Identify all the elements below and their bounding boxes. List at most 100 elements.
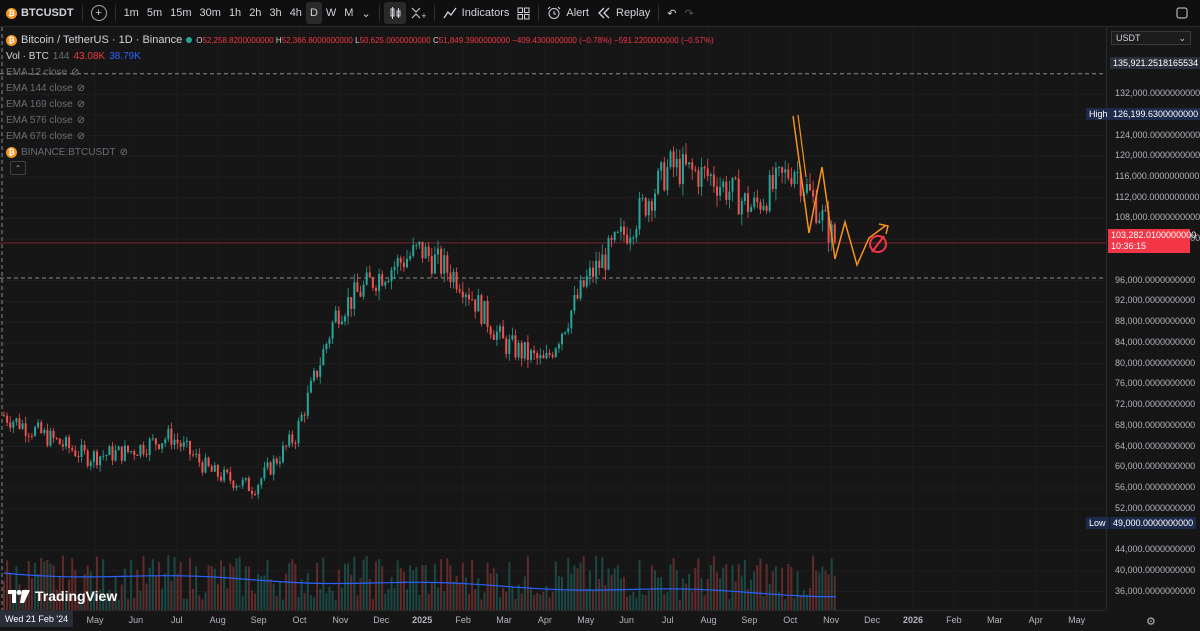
candle-body	[241, 479, 244, 486]
candle-body	[641, 197, 644, 199]
interval-dropdown[interactable]: ⌄	[357, 2, 374, 24]
legend-ema-row[interactable]: EMA 12 close ⊘	[6, 64, 714, 80]
chevron-up-icon[interactable]: ⌃	[10, 161, 26, 175]
watermark-text: TradingView	[35, 588, 118, 604]
candle-body	[573, 294, 576, 311]
time-axis[interactable]: May Jun Jul Aug Sep Oct Nov Dec 2025 Feb Mar Apr May…	[0, 610, 1106, 631]
volume-bar	[492, 568, 495, 610]
interval-2h[interactable]: 2h	[249, 7, 262, 19]
volume-bar	[731, 565, 734, 610]
candle-body	[362, 284, 365, 297]
legend-ema-row[interactable]: EMA 169 close ⊘	[6, 96, 714, 112]
eye-slash-icon[interactable]: ⊘	[76, 114, 86, 126]
candle-body	[58, 438, 61, 445]
volume-bar	[833, 575, 836, 610]
toolbar-divider	[81, 5, 83, 21]
volume-bar	[458, 583, 461, 610]
interval-1m[interactable]: 1m	[123, 7, 139, 19]
volume-bar	[743, 560, 746, 610]
price-chart[interactable]	[0, 27, 1106, 610]
candle-body	[486, 301, 489, 328]
compare-button[interactable]: +	[406, 2, 430, 24]
legend-compare-row[interactable]: ₿ BINANCE:BTCUSDT ⊘	[6, 144, 714, 160]
close-value: 51,849.3900000000	[438, 35, 510, 45]
legend-title[interactable]: Bitcoin / TetherUS · 1D · Binance	[21, 34, 183, 46]
candle-body	[266, 462, 269, 468]
candle-body	[46, 429, 49, 446]
candle-body	[30, 435, 33, 437]
legend-ema-row[interactable]: EMA 676 close ⊘	[6, 128, 714, 144]
time-tick-label: Sep	[250, 615, 267, 625]
undo-button[interactable]: ↶	[663, 2, 680, 24]
volume-ma-value: 38.79K	[109, 50, 141, 62]
volume-bar	[778, 592, 780, 610]
candle-body	[437, 248, 439, 255]
volume-bar	[474, 589, 477, 610]
interval-d[interactable]: D	[305, 2, 322, 24]
candle-body	[756, 197, 759, 203]
interval-m[interactable]: M	[344, 7, 354, 19]
interval-4h[interactable]: 4h	[289, 7, 302, 19]
high-label: H	[275, 35, 282, 45]
bitcoin-icon: ₿	[6, 34, 17, 46]
crosshair-price-label: 135,921.2518165534	[1110, 57, 1200, 69]
alert-button[interactable]: Alert	[543, 2, 593, 24]
interval-3h[interactable]: 3h	[269, 7, 282, 19]
volume-bar	[204, 592, 207, 610]
volume-bar	[471, 559, 474, 610]
chart-type-button[interactable]	[383, 2, 406, 24]
volume-bar	[641, 594, 644, 610]
candle-body	[9, 422, 12, 428]
volume-bar	[712, 556, 715, 610]
volume-bar	[669, 564, 672, 610]
eye-slash-icon[interactable]: ⊘	[76, 130, 86, 142]
candle-body	[595, 260, 598, 277]
volume-bar	[536, 592, 539, 610]
compare-symbol-button[interactable]: +	[87, 2, 111, 24]
candle-body	[179, 443, 182, 447]
symbol-search[interactable]: ₿ BTCUSDT	[0, 2, 78, 24]
candle-body	[65, 437, 67, 447]
volume-bar	[393, 588, 396, 610]
volume-bar	[241, 595, 244, 610]
legend-ema-row[interactable]: EMA 576 close ⊘	[6, 112, 714, 128]
candle-body	[353, 282, 356, 309]
candle-body	[471, 299, 474, 301]
volume-bar	[815, 570, 818, 610]
fullscreen-button[interactable]	[1172, 2, 1200, 24]
time-tick-label: Jul	[661, 615, 674, 625]
volume-bar	[821, 566, 824, 610]
legend-ema-row[interactable]: EMA 144 close ⊘	[6, 80, 714, 96]
volume-bar	[99, 589, 102, 610]
tradingview-logo[interactable]: TradingView	[8, 588, 117, 604]
replay-button[interactable]: Replay	[593, 2, 654, 24]
indicators-button[interactable]: Indicators	[439, 2, 514, 24]
currency-selector[interactable]: USDT ⌄	[1111, 31, 1191, 45]
chart-pane[interactable]	[0, 27, 1106, 610]
candle-body	[712, 174, 715, 187]
interval-1h[interactable]: 1h	[228, 7, 242, 19]
candle-body	[176, 439, 179, 444]
volume-bar	[666, 591, 669, 610]
interval-w[interactable]: W	[325, 7, 337, 19]
gear-icon[interactable]: ⚙	[1146, 616, 1156, 628]
eye-slash-icon[interactable]: ⊘	[71, 66, 80, 78]
interval-30m[interactable]: 30m	[199, 7, 221, 19]
price-tick-label: 72,000.0000000000	[1115, 399, 1196, 410]
price-axis[interactable]: 132,000.0000000000128,000.0000000000124,…	[1106, 27, 1200, 610]
interval-5m[interactable]: 5m	[146, 7, 163, 19]
volume-bar	[539, 594, 542, 610]
eye-slash-icon[interactable]: ⊘	[76, 98, 86, 110]
candle-body	[340, 321, 343, 325]
volume-bar	[136, 569, 139, 610]
eye-slash-icon[interactable]: ⊘	[76, 82, 86, 94]
volume-bar	[139, 590, 142, 610]
candle-body	[381, 274, 384, 286]
candle-body	[207, 457, 210, 467]
layouts-button[interactable]	[513, 2, 534, 24]
interval-15m[interactable]: 15m	[170, 7, 192, 19]
volume-bar	[675, 570, 678, 610]
redo-button[interactable]: ↷	[680, 2, 697, 24]
eye-slash-icon[interactable]: ⊘	[119, 146, 128, 158]
volume-bar	[638, 560, 641, 610]
